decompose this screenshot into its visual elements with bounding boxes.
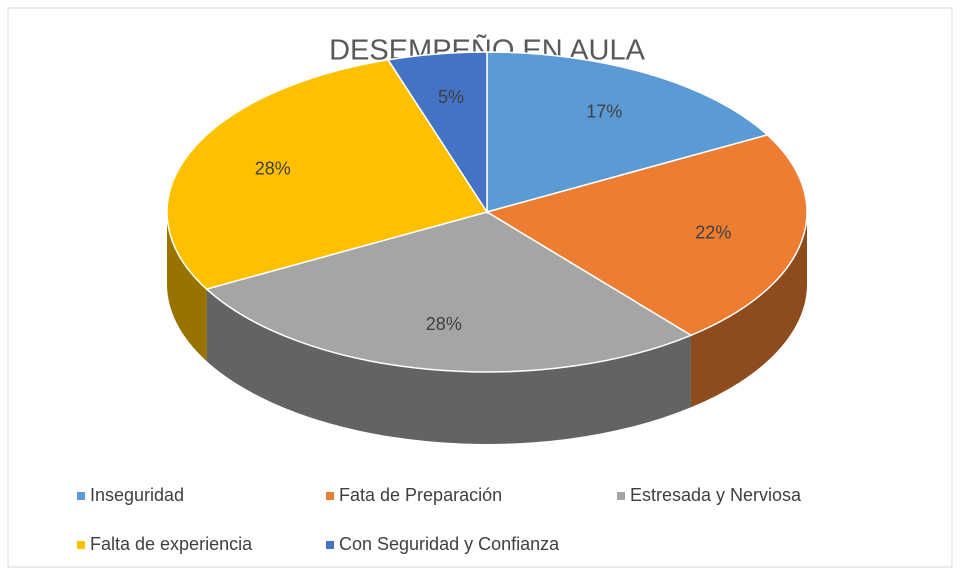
legend-label: Inseguridad xyxy=(90,485,184,505)
legend-swatch xyxy=(77,541,85,549)
legend-label: Estresada y Nerviosa xyxy=(630,485,802,505)
data-label: 22% xyxy=(695,222,731,242)
slice xyxy=(166,59,489,290)
slice xyxy=(485,134,808,337)
data-label: 17% xyxy=(586,102,622,122)
slice xyxy=(205,211,693,373)
legend-swatch xyxy=(326,492,334,500)
legend-swatch xyxy=(77,492,85,500)
slice-side xyxy=(690,212,807,408)
slice-side xyxy=(167,212,207,362)
slice xyxy=(486,51,769,213)
slice xyxy=(386,51,488,215)
data-label: 28% xyxy=(426,314,462,334)
legend-label: Fata de Preparación xyxy=(339,485,502,505)
legend-swatch xyxy=(326,541,334,549)
slice-side xyxy=(206,289,691,444)
legend-swatch xyxy=(617,492,625,500)
legend-label: Con Seguridad y Confianza xyxy=(339,534,560,554)
legend-label: Falta de experiencia xyxy=(90,534,253,554)
data-label: 5% xyxy=(438,87,464,107)
data-label: 28% xyxy=(255,158,291,178)
